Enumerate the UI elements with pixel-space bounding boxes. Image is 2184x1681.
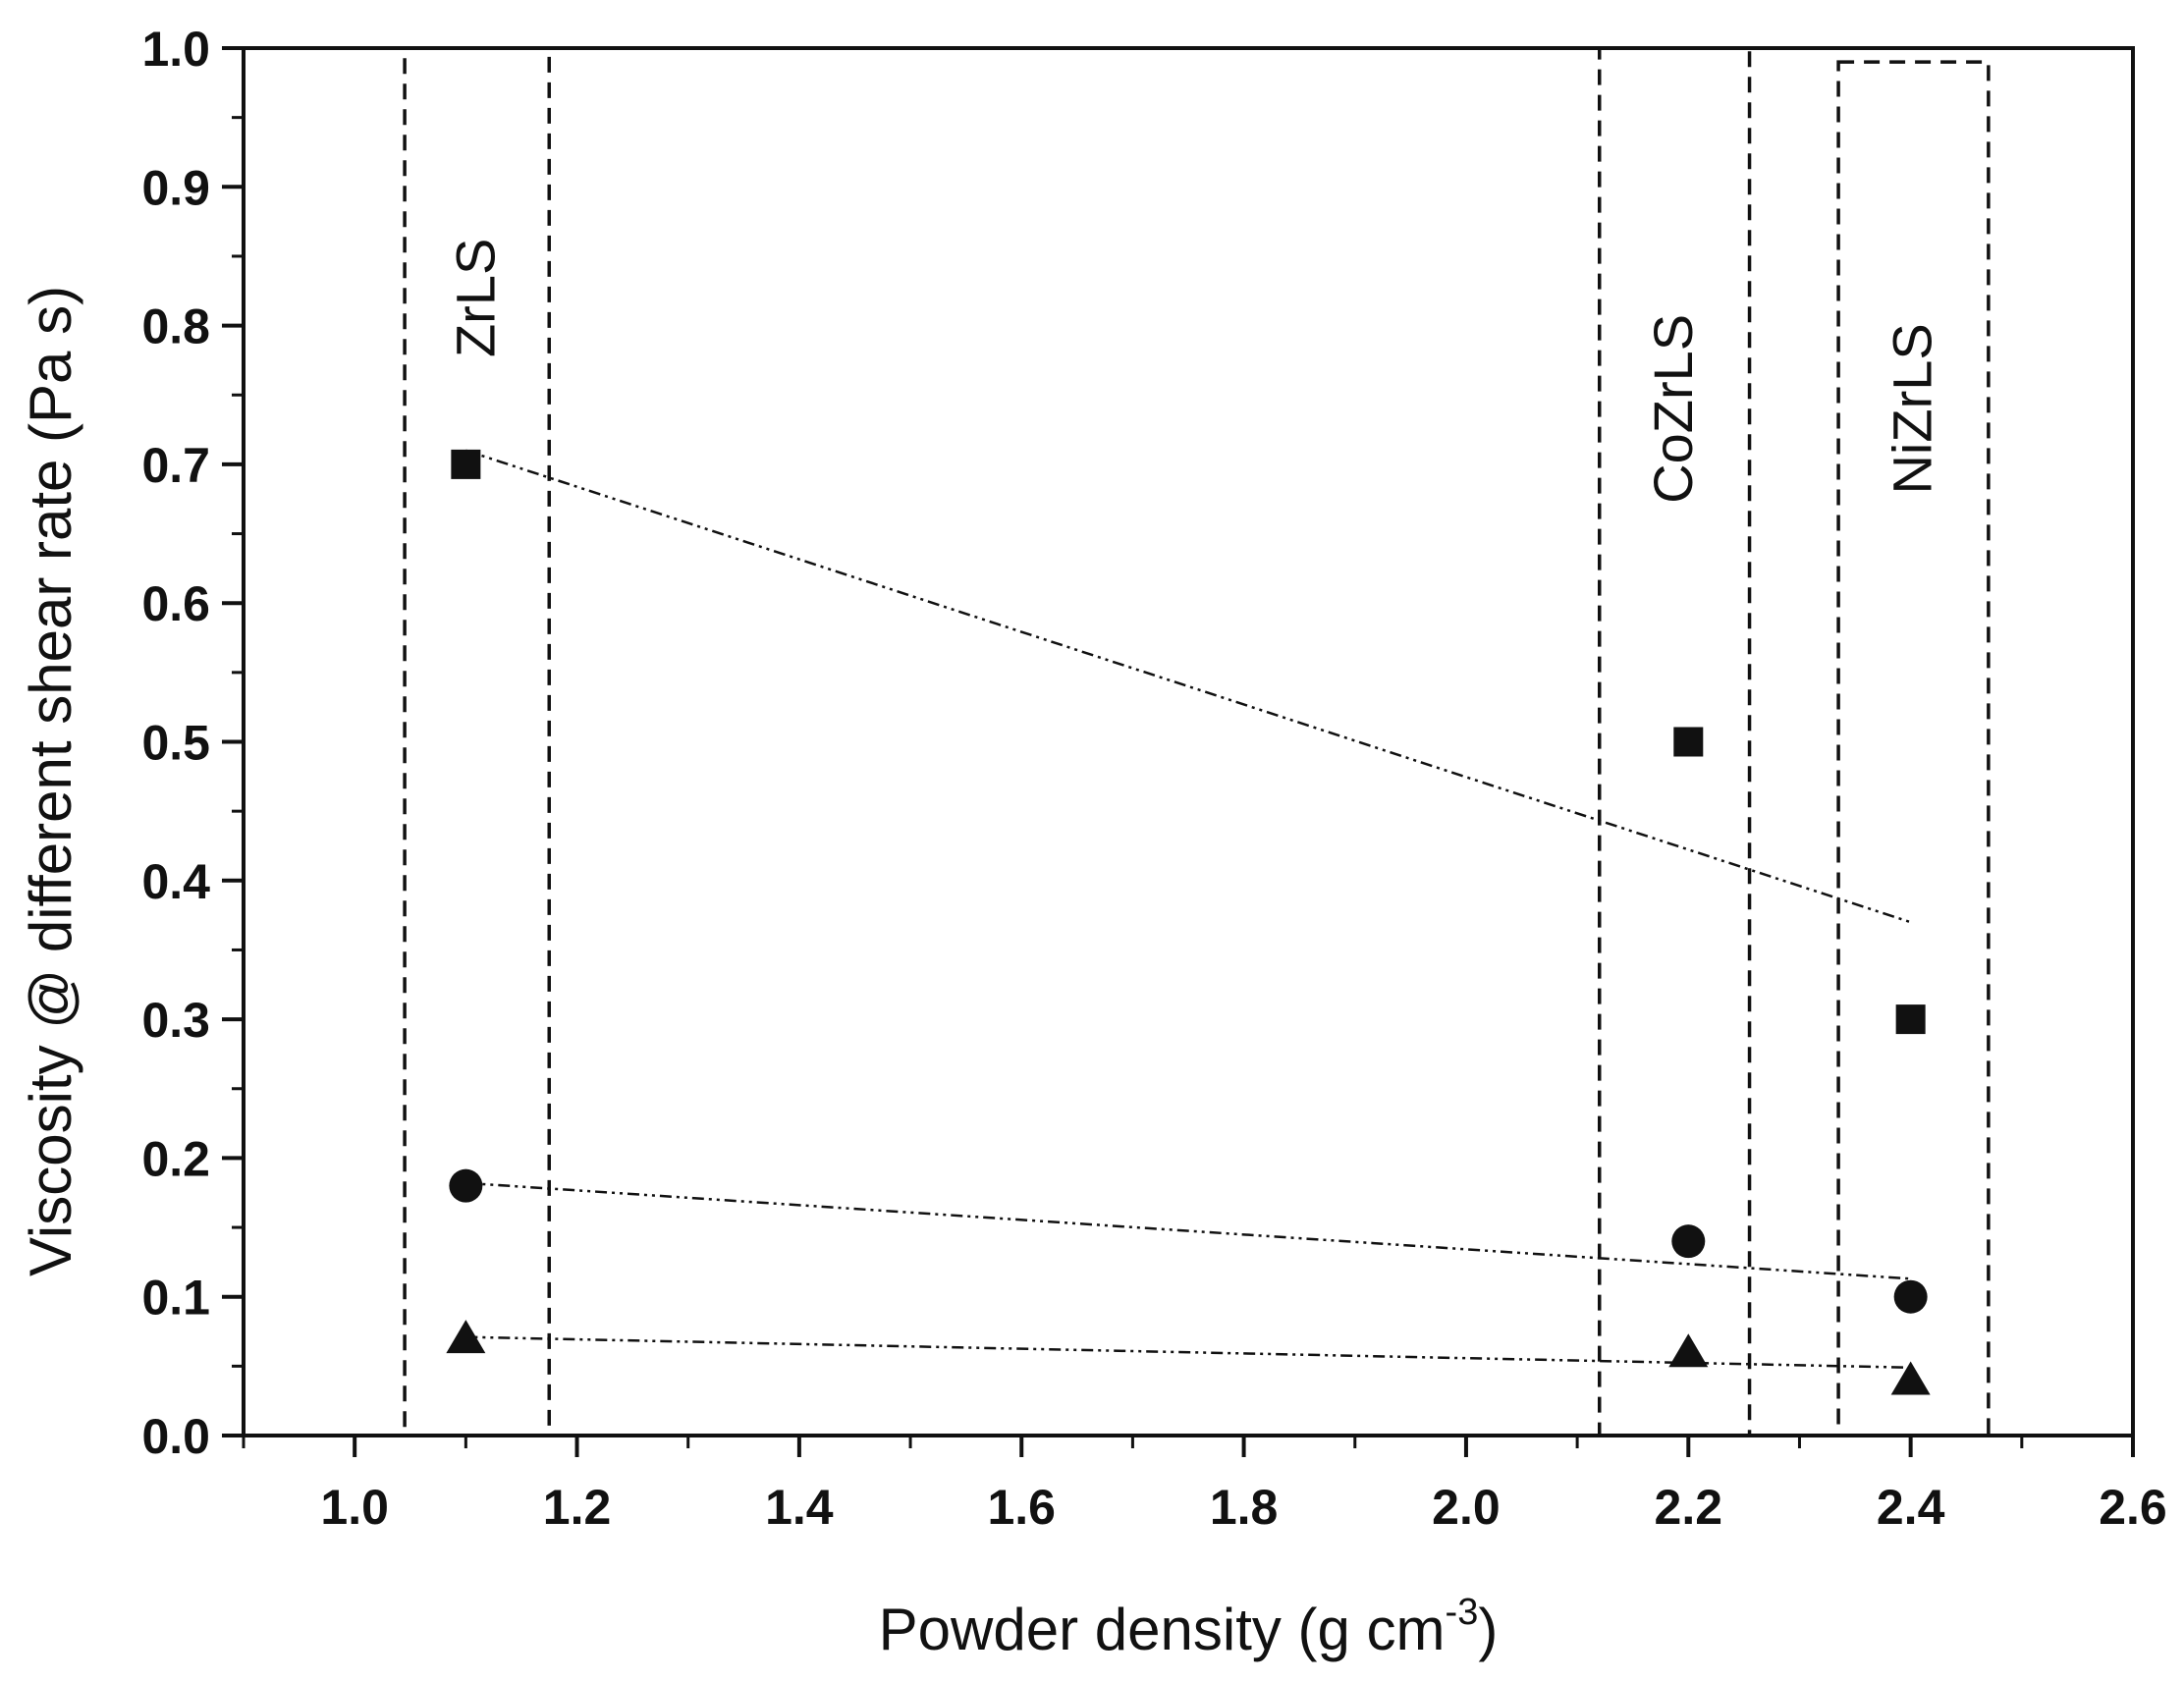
x-axis-title-main: Powder density (g cm [879,1597,1446,1662]
x-tick-label: 2.0 [1432,1480,1501,1535]
triangle-marker [1890,1361,1931,1395]
y-tick-label: 0.2 [141,1131,210,1186]
marker-layer [446,449,1931,1395]
y-tick-label: 0.0 [141,1409,210,1464]
y-tick-label: 1.0 [141,22,210,77]
x-tick-label: 1.8 [1210,1480,1279,1535]
region-label: ZrLS [445,239,507,357]
x-tick-label: 1.4 [765,1480,834,1535]
x-axis-title-superscript: -3 [1446,1592,1479,1633]
x-tick-label: 2.4 [1877,1480,1945,1535]
trend-line [464,449,1912,924]
circle-marker [449,1168,483,1203]
y-tick-label: 0.3 [141,993,210,1048]
triangle-marker [1668,1333,1709,1368]
y-tick-label: 0.9 [141,160,210,215]
trend-line [465,1335,1911,1370]
x-tick-label: 2.2 [1655,1480,1723,1535]
plot-frame [242,46,2135,1437]
y-tick-label: 0.1 [141,1271,210,1326]
square-marker [1673,727,1704,757]
y-axis: 0.0 0.1 0.2 0.3 0.4 0.5 0.6 0.7 0.8 0.9 1.0 [141,22,244,1464]
circle-marker [1893,1279,1928,1314]
x-tick-label: 2.6 [2099,1480,2167,1535]
square-marker [1895,1004,1926,1035]
triangle-marker [446,1320,486,1354]
circle-marker [1671,1224,1706,1259]
region-box [1836,60,1991,1437]
y-tick-label: 0.4 [141,854,210,909]
y-tick-label: 0.8 [141,299,210,354]
x-tick-label: 1.6 [987,1480,1056,1535]
region-label: NiZrLS [1881,323,1942,494]
x-axis-title: Powder density (g cm-3) [879,1592,1499,1662]
regions-layer: ZrLS CoZrLS NiZrLS [403,46,1991,1437]
x-tick-label: 1.0 [320,1480,389,1535]
x-axis-title-suffix: ) [1478,1597,1498,1662]
trend-line [465,1181,1911,1280]
y-tick-label: 0.5 [141,716,210,771]
x-axis: 1.0 1.2 1.4 1.6 1.8 2.0 2.2 2.4 2.6 [242,1436,2167,1535]
trend-layer [464,449,1912,1370]
y-tick-label: 0.6 [141,576,210,631]
x-tick-label: 1.2 [543,1480,612,1535]
y-axis-title: Viscosity @ different shear rate (Pa s) [18,286,83,1276]
square-marker [451,449,481,479]
region-label: CoZrLS [1642,314,1704,504]
y-tick-label: 0.7 [141,438,210,493]
